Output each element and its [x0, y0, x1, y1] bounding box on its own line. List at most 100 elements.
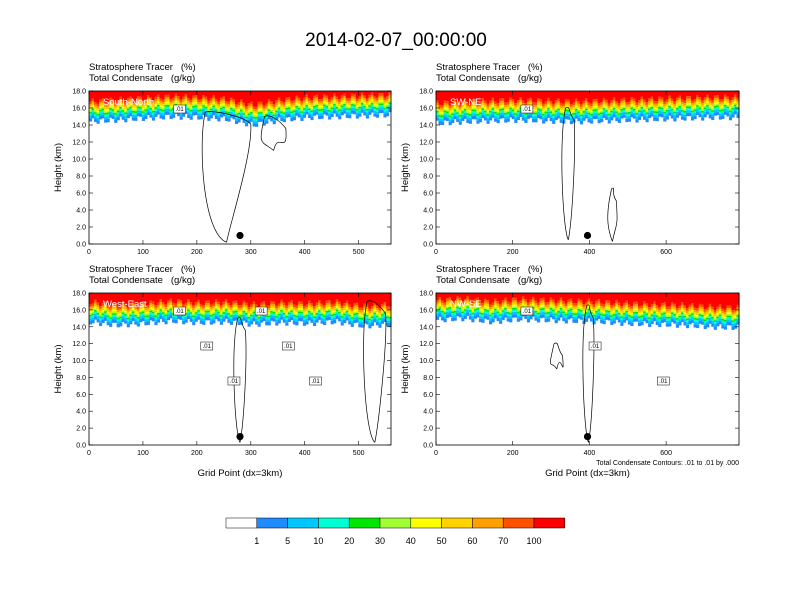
- tracer-cell: [655, 293, 659, 306]
- tracer-cell: [645, 317, 649, 320]
- tracer-cell: [318, 110, 322, 114]
- tracer-cell: [549, 101, 553, 104]
- tracer-cell: [625, 300, 629, 304]
- tracer-cell: [524, 102, 528, 106]
- tracer-cell: [453, 312, 457, 315]
- tracer-cell: [161, 106, 166, 108]
- tracer-cell: [355, 108, 359, 111]
- tracer-cell: [670, 91, 674, 99]
- tracer-cell: [559, 309, 563, 312]
- tracer-cell: [272, 114, 276, 117]
- tracer-cell: [285, 107, 289, 110]
- tracer-cell: [355, 110, 359, 113]
- tracer-cell: [716, 109, 720, 112]
- tracer-cell: [645, 112, 649, 115]
- tracer-cell: [441, 309, 445, 311]
- tracer-cell: [212, 310, 216, 313]
- tracer-cell: [375, 109, 380, 112]
- tracer-cell: [468, 114, 472, 116]
- tracer-cell: [174, 293, 178, 304]
- tracer-cell: [119, 309, 123, 312]
- tracer-cell: [509, 107, 513, 110]
- tracer-cell: [542, 113, 546, 116]
- y-tick-label: 0.0: [76, 242, 86, 249]
- tracer-cell: [270, 117, 274, 122]
- tracer-cell: [728, 322, 733, 326]
- tracer-cell: [328, 308, 332, 311]
- tracer-cell: [685, 315, 690, 317]
- tracer-cell: [250, 312, 254, 315]
- tracer-cell: [716, 103, 720, 106]
- tracer-cell: [691, 317, 695, 320]
- tracer-cell: [383, 318, 387, 322]
- tracer-cell: [197, 304, 201, 307]
- tracer-cell: [285, 317, 289, 320]
- tracer-cell: [486, 304, 490, 307]
- tracer-cell: [360, 97, 364, 100]
- tracer-cell: [338, 306, 342, 309]
- tracer-cell: [245, 114, 249, 117]
- tracer-cell: [648, 100, 652, 103]
- tracer-cell: [179, 102, 183, 105]
- header-line-2: Total Condensate (g/kg): [436, 73, 543, 84]
- tracer-cell: [124, 110, 128, 113]
- tracer-cell: [358, 293, 362, 308]
- tracer-cell: [184, 319, 188, 323]
- tracer-cell: [131, 109, 135, 111]
- tracer-cell: [182, 96, 186, 100]
- tracer-cell: [501, 91, 505, 99]
- tracer-cell: [489, 293, 493, 305]
- tracer-cell: [584, 312, 589, 314]
- tracer-cell: [270, 317, 274, 321]
- tracer-cell: [602, 316, 606, 319]
- tracer-cell: [119, 96, 123, 100]
- tracer-cell: [156, 108, 161, 112]
- tracer-cell: [242, 300, 246, 304]
- tracer-cell: [285, 315, 289, 318]
- tracer-cell: [141, 309, 145, 312]
- tracer-cell: [670, 304, 674, 307]
- tracer-cell: [731, 318, 735, 321]
- tracer-cell: [199, 308, 203, 311]
- tracer-cell: [282, 109, 286, 111]
- tracer-cell: [529, 299, 533, 302]
- tracer-cell: [736, 311, 740, 314]
- tracer-cell: [240, 316, 244, 319]
- tracer-cell: [605, 302, 609, 305]
- tracer-cell: [668, 309, 672, 312]
- tracer-cell: [320, 308, 324, 311]
- tracer-cell: [572, 302, 576, 306]
- tracer-cell: [312, 314, 317, 317]
- tracer-cell: [232, 106, 236, 108]
- tracer-cell: [146, 109, 150, 112]
- tracer-cell: [328, 314, 332, 317]
- tracer-cell: [242, 305, 246, 308]
- tracer-cell: [509, 104, 513, 106]
- tracer-cell: [121, 313, 125, 317]
- tracer-cell: [501, 293, 505, 301]
- tracer-cell: [559, 293, 563, 298]
- tracer-cell: [579, 116, 584, 119]
- tracer-cell: [600, 102, 604, 105]
- tracer-cell: [109, 315, 113, 318]
- tracer-cell: [89, 91, 93, 102]
- tracer-cell: [131, 308, 135, 310]
- tracer-cell: [559, 304, 563, 307]
- tracer-cell: [716, 320, 720, 323]
- y-tick-label: 6.0: [423, 191, 433, 198]
- tracer-cell: [539, 107, 543, 110]
- tracer-cell: [501, 102, 505, 106]
- tracer-cell: [673, 320, 677, 324]
- tracer-cell: [307, 98, 312, 101]
- tracer-cell: [300, 304, 304, 307]
- tracer-cell: [483, 303, 488, 306]
- tracer-cell: [360, 324, 364, 328]
- tracer-cell: [378, 293, 382, 308]
- tracer-cell: [345, 100, 349, 103]
- tracer-cell: [579, 310, 584, 312]
- tracer-cell: [290, 314, 294, 317]
- tracer-cell: [448, 112, 452, 114]
- tracer-cell: [592, 113, 596, 116]
- tracer-cell: [320, 109, 324, 111]
- tracer-cell: [716, 293, 720, 307]
